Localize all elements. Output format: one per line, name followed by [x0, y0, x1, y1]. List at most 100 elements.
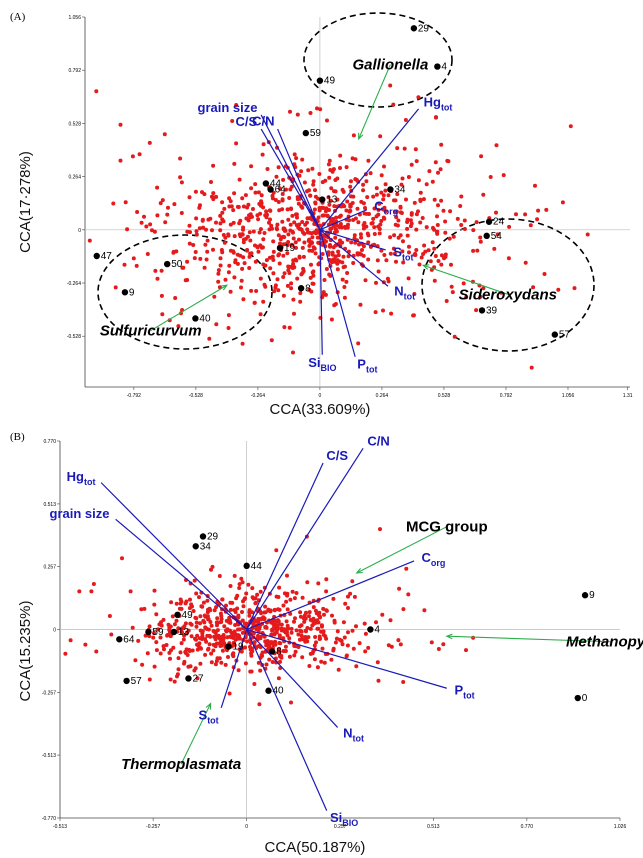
taxon-point — [346, 606, 350, 610]
taxon-point — [297, 237, 301, 242]
taxon-point — [312, 246, 317, 251]
taxon-point — [268, 266, 273, 271]
taxon-point — [464, 648, 468, 653]
taxon-point — [385, 276, 390, 281]
taxon-point — [218, 644, 223, 648]
taxon-point — [302, 231, 307, 236]
taxon-point — [289, 206, 293, 211]
sample-label: 19 — [232, 642, 244, 653]
taxon-point — [280, 192, 285, 196]
taxon-point — [176, 667, 181, 672]
taxon-point — [220, 200, 225, 205]
taxon-point — [406, 175, 411, 179]
env-vector — [319, 209, 368, 231]
env-vector-label: C/N — [252, 114, 274, 129]
taxon-point — [433, 160, 438, 165]
taxon-point — [120, 556, 124, 561]
taxon-point — [501, 173, 506, 178]
taxon-point — [301, 266, 306, 271]
taxon-point — [328, 273, 333, 278]
panel-a-label: (A) — [10, 11, 26, 23]
taxon-point — [310, 623, 315, 628]
taxon-point — [474, 220, 479, 225]
taxon-point — [107, 614, 112, 618]
taxon-point — [194, 229, 199, 234]
taxon-point — [323, 209, 328, 214]
taxon-point — [122, 262, 127, 267]
env-vector-label: Stot — [393, 244, 413, 262]
taxon-point — [353, 157, 358, 162]
taxon-point — [171, 249, 176, 254]
taxon-point — [148, 222, 153, 227]
taxon-point — [237, 582, 242, 587]
taxon-point — [201, 600, 206, 605]
taxon-point — [278, 241, 282, 246]
taxon-point — [452, 334, 457, 339]
taxon-point — [316, 581, 321, 586]
taxon-point — [421, 252, 426, 256]
taxon-point — [219, 614, 224, 619]
taxon-point — [312, 643, 317, 648]
taxon-point — [305, 220, 309, 225]
taxon-point — [298, 299, 303, 304]
sideroxydans-ellipse — [421, 218, 595, 352]
taxon-point — [147, 140, 152, 145]
taxon-point — [281, 234, 286, 239]
taxon-point — [295, 276, 300, 281]
taxon-point — [342, 204, 347, 209]
taxon-point — [289, 626, 294, 631]
taxon-point — [91, 582, 96, 586]
taxon-point — [282, 271, 287, 276]
taxon-point — [200, 629, 205, 634]
taxon-point — [165, 633, 170, 637]
taxon-point — [572, 286, 577, 291]
taxon-point — [142, 606, 147, 611]
taxon-point — [352, 594, 357, 599]
y-tick-label: 0.264 — [68, 175, 81, 181]
taxon-point — [265, 167, 270, 171]
taxon-point — [218, 228, 223, 233]
taxon-point — [376, 224, 381, 229]
taxon-point — [212, 294, 217, 299]
x-tick-label: 0.770 — [521, 824, 534, 830]
taxon-point — [324, 206, 329, 211]
taxon-point — [449, 262, 453, 267]
taxon-point — [412, 292, 417, 296]
taxon-point — [269, 338, 274, 343]
env-vector-subscript: org — [384, 207, 399, 217]
taxon-point — [337, 225, 342, 230]
env-vector — [246, 560, 415, 631]
taxon-point — [277, 585, 282, 590]
sample-label: 64 — [275, 185, 287, 196]
taxon-arrow — [358, 64, 391, 140]
taxon-point — [206, 607, 210, 612]
taxon-point — [256, 633, 260, 638]
taxon-point — [224, 628, 228, 633]
taxon-point — [303, 639, 308, 644]
taxon-point — [383, 209, 388, 214]
env-vector-name: N — [394, 283, 403, 298]
taxon-point — [450, 290, 455, 295]
taxon-point — [349, 179, 353, 184]
env-vector-label: Corg — [374, 199, 398, 217]
taxon-point — [478, 235, 483, 240]
taxon-point — [379, 248, 384, 253]
taxon-point — [400, 176, 405, 181]
taxon-point — [381, 197, 386, 202]
taxon-point — [123, 200, 128, 205]
taxon-point — [416, 95, 421, 100]
taxon-point — [393, 222, 398, 227]
taxon-point — [529, 365, 534, 370]
taxon-point — [296, 632, 301, 637]
taxon-point — [471, 635, 476, 640]
sample-label: 49 — [324, 76, 336, 87]
taxon-point — [228, 289, 233, 294]
taxon-point — [194, 624, 199, 629]
y-tick-label: -0.257 — [42, 690, 56, 696]
sample-point — [276, 244, 284, 252]
env-vector — [246, 462, 324, 630]
env-vector-name: S — [393, 244, 402, 259]
taxon-point — [159, 293, 164, 298]
taxon-point — [222, 624, 227, 629]
taxon-point — [270, 226, 274, 231]
